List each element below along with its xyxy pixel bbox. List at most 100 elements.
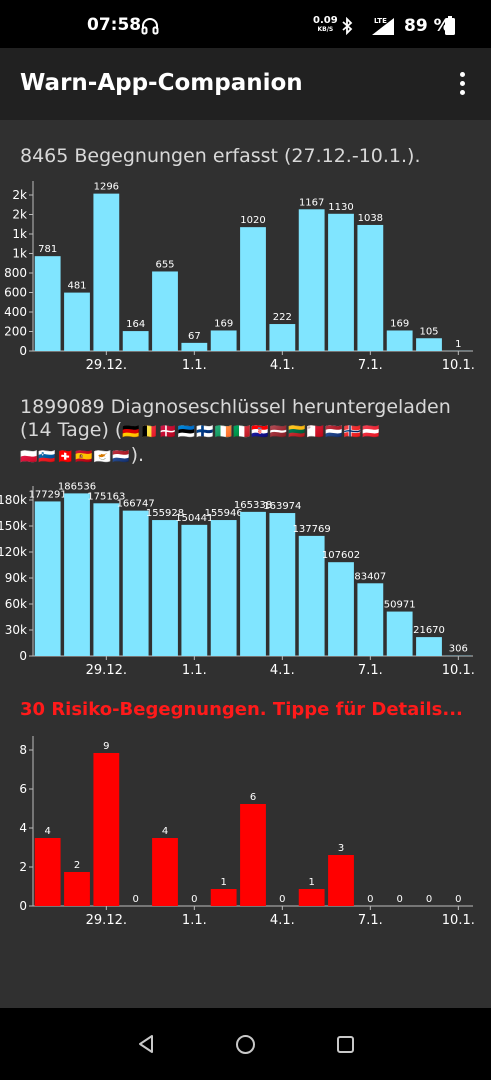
y-tick-label: 800 [4, 266, 27, 280]
keys-heading-suffix: ). [130, 444, 145, 466]
y-tick-label: 0 [19, 344, 27, 358]
network-speed: 0.09 KB/S [313, 16, 338, 34]
keys-heading-line3: 🇵🇱🇸🇮🇨🇭🇪🇸🇨🇾🇳🇱). [20, 444, 451, 469]
bar [64, 292, 90, 351]
y-tick-label: 1k [12, 247, 27, 261]
x-tick-label: 29.12. [86, 358, 127, 373]
y-tick-label: 1k [12, 227, 27, 241]
bar [34, 501, 61, 656]
bar [357, 583, 384, 656]
bar [386, 330, 413, 351]
bar [298, 535, 325, 656]
bar-value-label: 6 [250, 792, 256, 803]
bar [269, 324, 296, 351]
bar-value-label: 21670 [413, 625, 445, 636]
y-tick-label: 200 [4, 325, 27, 339]
bar [34, 838, 61, 906]
bar-value-label: 166747 [117, 499, 155, 510]
bar-value-label: 67 [188, 331, 201, 342]
y-tick-label: 120k [0, 545, 27, 559]
bar-value-label: 0 [396, 894, 402, 905]
home-icon[interactable] [235, 1034, 256, 1055]
bar-value-label: 2 [74, 860, 80, 871]
bar-value-label: 1 [220, 877, 226, 888]
bar-value-label: 175163 [87, 491, 125, 502]
risk-heading[interactable]: 30 Risiko-Begegnungen. Tippe für Details… [20, 699, 463, 720]
keys-heading-line2: (14 Tage) (🇩🇪🇧🇪🇩🇰🇪🇪🇫🇮🇮🇪🇮🇹🇭🇷🇱🇻🇱🇹🇲🇹🇳🇱🇳🇴🇦🇹 [20, 419, 451, 444]
x-tick-label: 7.1. [358, 358, 383, 373]
x-tick-label: 29.12. [86, 913, 127, 928]
bar [181, 524, 208, 656]
back-icon[interactable] [136, 1034, 156, 1054]
bar [298, 889, 325, 906]
bar [122, 510, 149, 656]
bar [328, 213, 354, 351]
y-tick-label: 30k [5, 623, 27, 637]
y-tick-label: 6 [19, 782, 27, 796]
x-tick-label: 29.12. [86, 663, 127, 678]
status-time: 07:58 [87, 15, 142, 35]
bar-value-label: 1296 [94, 182, 119, 193]
bar [181, 342, 208, 351]
x-tick-label: 4.1. [270, 358, 295, 373]
bar [298, 209, 325, 351]
bar-value-label: 0 [279, 894, 285, 905]
bar [240, 804, 266, 906]
bar [93, 193, 120, 351]
bar-value-label: 83407 [354, 571, 386, 582]
bar [357, 224, 384, 351]
x-tick-label: 7.1. [358, 663, 383, 678]
bar-value-label: 186536 [58, 481, 96, 492]
recents-icon[interactable] [336, 1035, 355, 1054]
y-tick-label: 90k [5, 571, 27, 585]
y-tick-label: 2k [12, 208, 27, 222]
more-vert-icon[interactable] [452, 70, 472, 98]
risk-chart[interactable]: 0 2 4 6 8 4 2 9 0 4 0 1 6 0 1 3 0 0 0 0 29.12. 1.1. 4.1. 7.1. 10… [0, 730, 491, 935]
bar-value-label: 50971 [384, 600, 416, 611]
bar-value-label: 164 [126, 319, 145, 330]
bar-value-label: 150441 [175, 513, 213, 524]
bar [210, 330, 237, 351]
bar-value-label: 1038 [358, 213, 383, 224]
bar [416, 637, 442, 656]
bar [210, 889, 237, 906]
bar-value-label: 155928 [146, 508, 184, 519]
bar-value-label: 222 [273, 312, 292, 323]
bar [240, 227, 266, 351]
keys-heading-prefix: (14 Tage) ( [20, 419, 123, 441]
x-tick-label: 1.1. [182, 358, 207, 373]
navigation-bar [0, 1008, 491, 1080]
y-tick-label: 0 [19, 899, 27, 913]
bluetooth-icon [342, 17, 353, 35]
bar [93, 503, 120, 656]
bar-value-label: 781 [38, 244, 57, 255]
y-tick-label: 8 [19, 743, 27, 757]
y-tick-label: 4 [19, 821, 27, 835]
bar [210, 520, 237, 656]
headphones-icon [141, 18, 159, 35]
bar-value-label: 9 [103, 741, 109, 752]
bar-value-label: 137769 [293, 524, 331, 535]
x-tick-label: 10.1. [442, 358, 475, 373]
bar [240, 511, 266, 656]
bar-value-label: 105 [419, 326, 438, 337]
content-area: 8465 Begegnungen erfasst (27.12.-10.1.).… [0, 120, 491, 1008]
x-tick-label: 4.1. [270, 913, 295, 928]
bar [416, 338, 442, 351]
y-tick-label: 2k [12, 188, 27, 202]
bar-value-label: 0 [191, 894, 197, 905]
x-tick-label: 1.1. [182, 663, 207, 678]
keys-heading: 1899089 Diagnoseschlüssel heruntergelade… [20, 396, 451, 469]
encounters-chart: 0 200 400 600 800 1k 1k 2k 2k 781 481 1296 164 655 67 1… [4, 181, 475, 373]
x-tick-label: 4.1. [270, 663, 295, 678]
bar [152, 520, 178, 656]
bar-value-label: 481 [67, 281, 86, 292]
y-tick-label: 0 [19, 649, 27, 663]
bar-value-label: 0 [455, 894, 461, 905]
y-tick-label: 60k [5, 597, 27, 611]
y-tick-label: 150k [0, 519, 27, 533]
bar-value-label: 1167 [299, 197, 324, 208]
battery-icon [445, 16, 455, 35]
bar-value-label: 1130 [328, 202, 353, 213]
x-tick-label: 7.1. [358, 913, 383, 928]
